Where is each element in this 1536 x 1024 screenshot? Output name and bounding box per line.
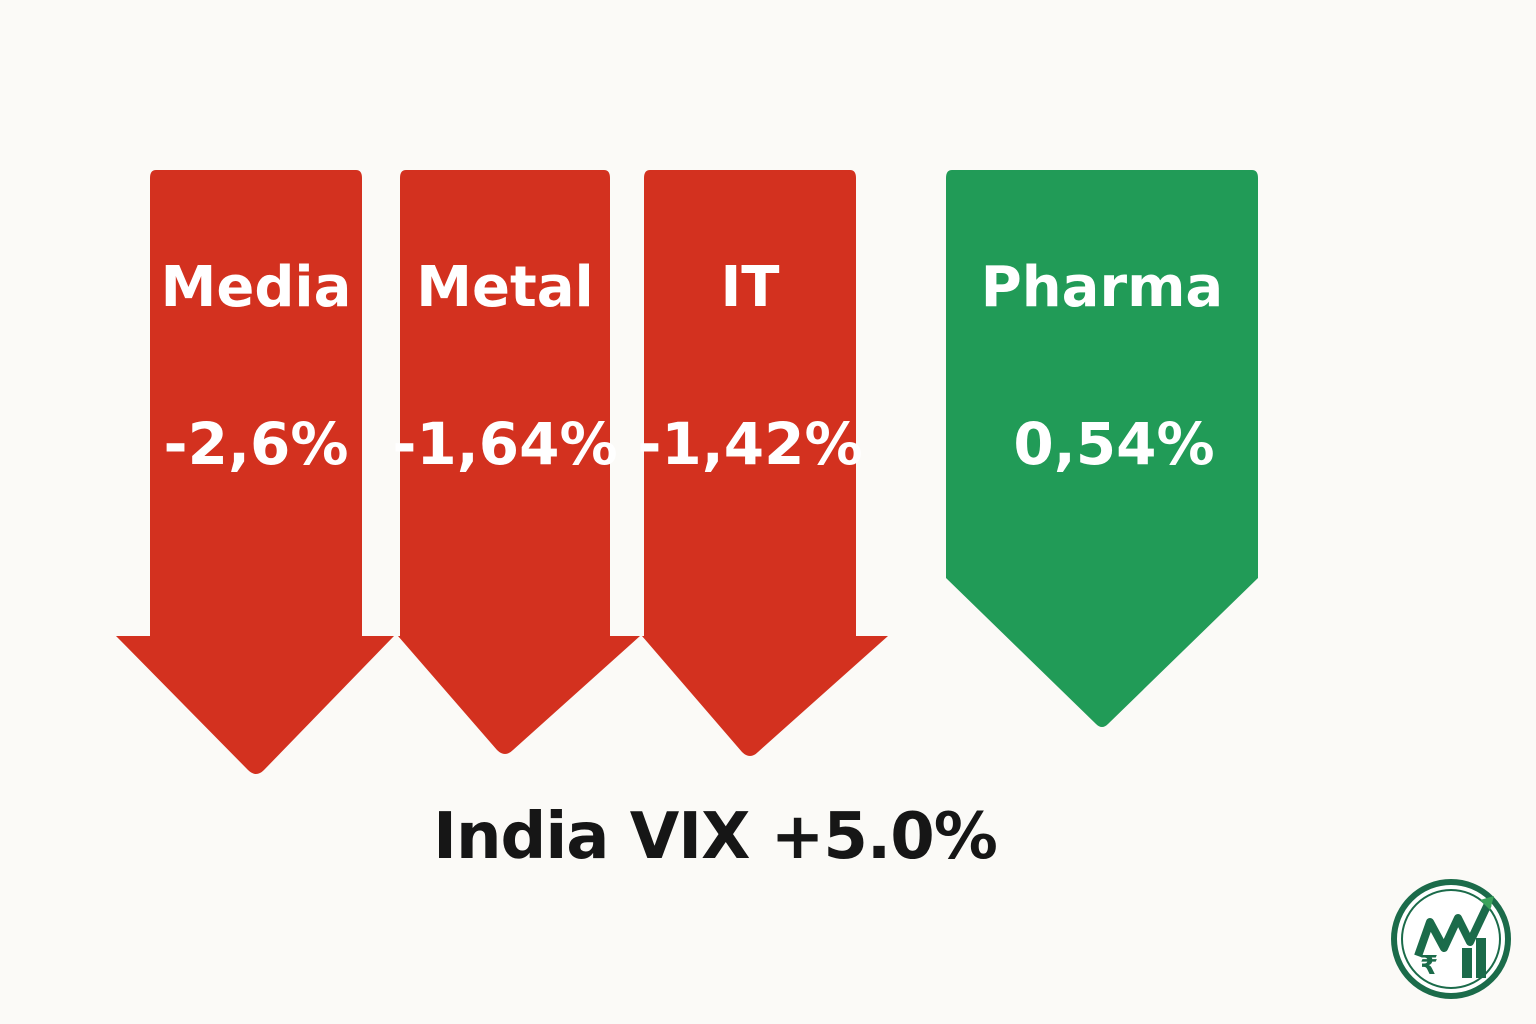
arrow-label-media: Media	[161, 255, 352, 320]
arrow-shape-media	[116, 170, 394, 774]
arrow-label-metal: Metal	[416, 255, 593, 320]
arrow-value-metal: -1,64%	[392, 410, 617, 478]
rupee-growth-logo-icon: ₹	[1391, 879, 1511, 999]
arrow-value-pharma: 0,54%	[1013, 410, 1214, 478]
svg-text:₹: ₹	[1420, 951, 1438, 981]
arrow-pharma: Pharma 0,54%	[946, 170, 1258, 727]
arrow-value-media: -2,6%	[164, 410, 349, 478]
arrow-shape-it	[642, 170, 888, 756]
arrow-shape-pharma	[946, 170, 1258, 727]
arrow-value-it: -1,42%	[637, 410, 862, 478]
india-vix-annotation: India VIX +5.0%	[433, 800, 998, 874]
arrow-media: Media -2,6%	[116, 170, 394, 774]
arrow-label-it: IT	[720, 255, 779, 320]
arrow-label-pharma: Pharma	[981, 255, 1223, 320]
arrow-it: IT -1,42%	[637, 170, 888, 756]
arrow-metal: Metal -1,64%	[392, 170, 640, 754]
arrow-shape-metal	[398, 170, 640, 754]
